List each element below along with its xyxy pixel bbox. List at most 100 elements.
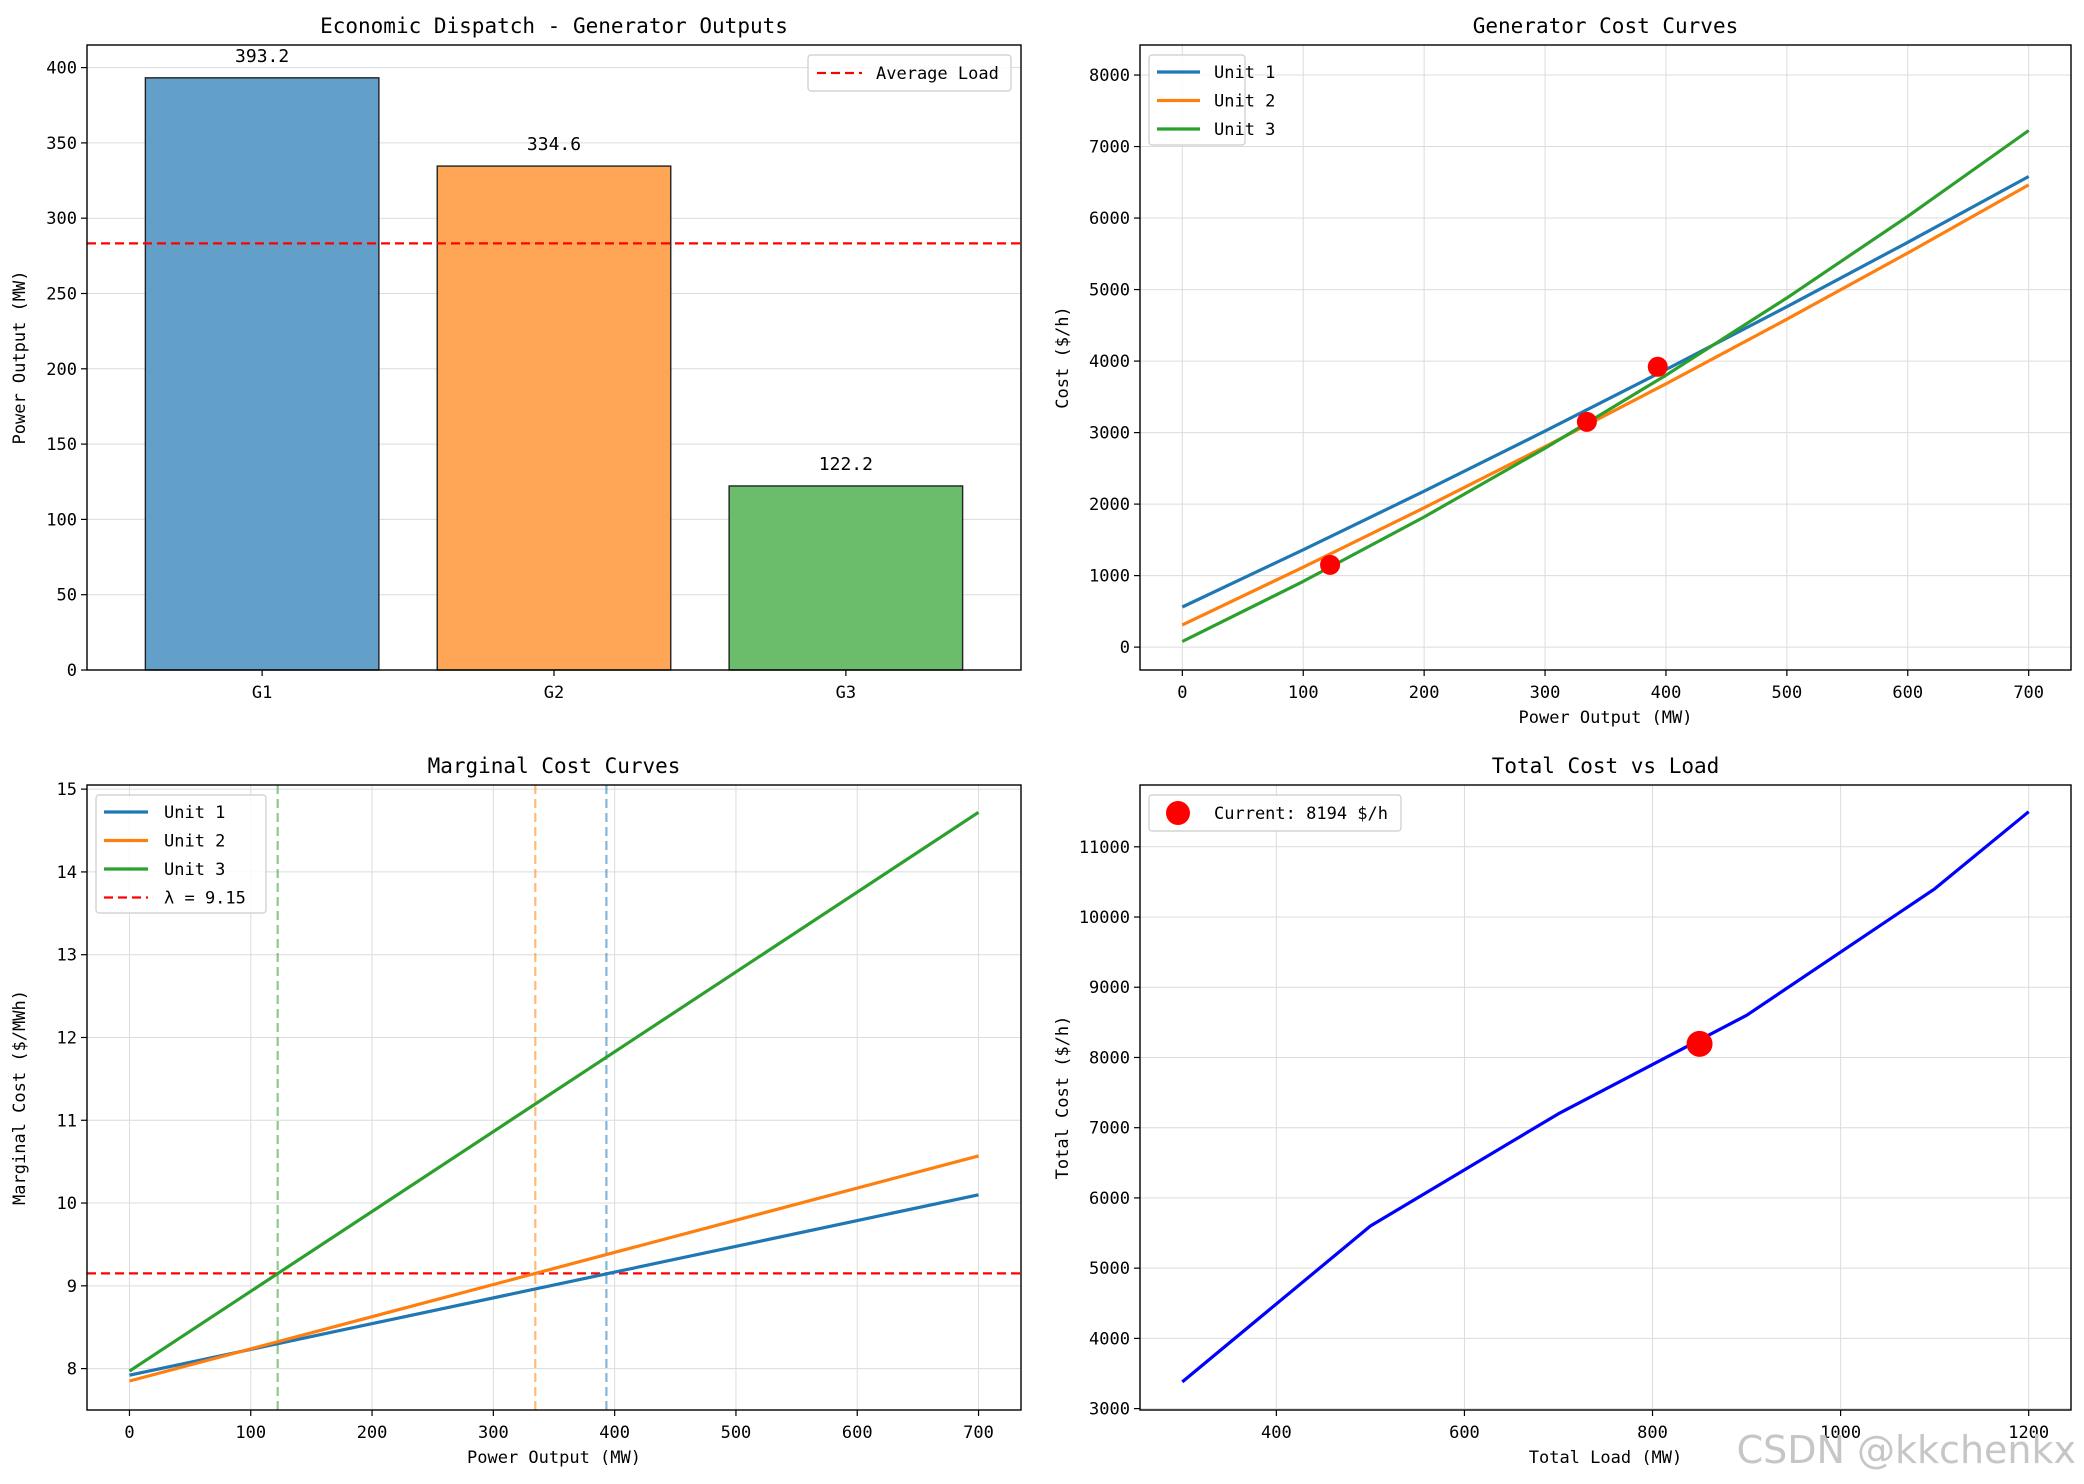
marginal-cost-line <box>128 810 980 1373</box>
total-cost-line <box>1181 810 2030 1384</box>
x-tick-label: 1200 <box>2008 1423 2049 1443</box>
bar-value-label: 393.2 <box>235 46 289 67</box>
y-tick-label: 4000 <box>1089 352 1130 372</box>
y-tick-label: 100 <box>46 510 77 530</box>
chart-title: Generator Cost Curves <box>1473 14 1739 38</box>
legend-label: Unit 3 <box>1214 120 1275 140</box>
y-tick-label: 11 <box>57 1111 77 1131</box>
x-axis-label: Power Output (MW) <box>467 1448 641 1468</box>
y-axis-label: Total Cost ($/h) <box>1053 1016 1073 1180</box>
y-tick-label: 7000 <box>1089 138 1130 158</box>
dispatch-bar-chart: 0 50 100 150 200 250 300 350 400 G1 393.2 G2 334.6 G3… <box>10 14 1022 703</box>
x-tick-label: 200 <box>357 1423 388 1443</box>
operating-point-marker <box>1576 411 1597 432</box>
y-axis-label: Cost ($/h) <box>1053 306 1073 408</box>
x-tick-label: 500 <box>721 1423 752 1443</box>
generator-cost-curves-chart: 0 100 200 300 400 500 600 7000 1000 2000 3000 4000 5… <box>1053 14 2072 728</box>
legend-label-current: Current: 8194 $/h <box>1214 804 1388 824</box>
plot-frame <box>86 784 1022 1411</box>
legend-label: Unit 1 <box>1214 63 1275 83</box>
y-tick-label: 8000 <box>1089 66 1130 86</box>
x-tick-label: 600 <box>1449 1423 1480 1443</box>
x-tick-label: G1 <box>252 683 272 703</box>
legend-label: Unit 1 <box>164 803 225 823</box>
x-tick-label: 400 <box>1261 1423 1292 1443</box>
y-tick-label: 300 <box>46 209 77 229</box>
y-tick-label: 15 <box>57 780 77 800</box>
legend-label: Unit 3 <box>164 860 225 880</box>
legend-label: Unit 2 <box>1214 92 1275 112</box>
chart-title: Economic Dispatch - Generator Outputs <box>320 14 788 38</box>
y-tick-label: 400 <box>46 59 77 79</box>
x-tick-label: 400 <box>599 1423 630 1443</box>
y-tick-label: 5000 <box>1089 281 1130 301</box>
total-cost-vs-load-chart: 400 600 800 1000 1200 3000 4000 5000 6000 7000 800… <box>1053 754 2072 1468</box>
y-tick-label: 11000 <box>1079 838 1130 858</box>
x-tick-label: 800 <box>1637 1423 1668 1443</box>
y-tick-label: 14 <box>57 863 77 883</box>
legend-label-average-load: Average Load <box>876 64 999 84</box>
y-tick-label: 150 <box>46 435 77 455</box>
x-tick-label: 700 <box>2013 683 2044 703</box>
current-point-marker <box>1686 1030 1713 1057</box>
y-tick-label: 6000 <box>1089 209 1130 229</box>
y-tick-label: 200 <box>46 360 77 380</box>
y-tick-label: 8 <box>67 1360 77 1380</box>
marginal-cost-line <box>129 1154 979 1383</box>
y-tick-label: 9 <box>67 1277 77 1297</box>
y-tick-label: 6000 <box>1089 1189 1130 1209</box>
bar-value-label: 122.2 <box>819 454 873 475</box>
bar <box>144 77 380 671</box>
cost-curve-line <box>1181 175 2030 609</box>
y-tick-label: 7000 <box>1089 1119 1130 1139</box>
x-tick-label: 400 <box>1651 683 1682 703</box>
y-tick-label: 2000 <box>1089 495 1130 515</box>
y-tick-label: 3000 <box>1089 424 1130 444</box>
y-tick-label: 4000 <box>1089 1329 1130 1349</box>
y-tick-label: 9000 <box>1089 978 1130 998</box>
legend-box <box>807 54 1012 92</box>
chart-title: Marginal Cost Curves <box>428 754 681 778</box>
legend-label: λ = 9.15 <box>164 889 246 909</box>
x-tick-label: 100 <box>235 1423 266 1443</box>
x-axis-label: Total Load (MW) <box>1529 1448 1683 1468</box>
plot-frame <box>1139 784 2072 1411</box>
x-tick-label: 100 <box>1288 683 1319 703</box>
x-tick-label: G2 <box>544 683 564 703</box>
legend-label: Unit 2 <box>164 832 225 852</box>
y-axis-label: Power Output (MW) <box>10 271 30 445</box>
y-tick-label: 250 <box>46 284 77 304</box>
legend-box <box>1148 794 1402 832</box>
y-tick-label: 10000 <box>1079 908 1130 928</box>
y-tick-label: 50 <box>57 586 77 606</box>
x-tick-label: 300 <box>1530 683 1561 703</box>
legend-box <box>95 794 267 914</box>
x-tick-label: 500 <box>1772 683 1803 703</box>
y-tick-label: 10 <box>57 1194 77 1214</box>
chart-title: Total Cost vs Load <box>1492 754 1720 778</box>
x-tick-label: 300 <box>478 1423 509 1443</box>
x-tick-label: 200 <box>1409 683 1440 703</box>
y-tick-label: 1000 <box>1089 567 1130 587</box>
bar <box>436 165 672 671</box>
x-tick-label: 600 <box>1892 683 1923 703</box>
y-tick-label: 13 <box>57 946 77 966</box>
operating-point-marker <box>1320 554 1341 575</box>
y-tick-label: 12 <box>57 1028 77 1048</box>
x-tick-label: 1000 <box>1820 1423 1861 1443</box>
cost-curve-line <box>1181 183 2030 627</box>
plot-frame <box>86 44 1022 671</box>
y-tick-label: 8000 <box>1089 1048 1130 1068</box>
x-tick-label: 700 <box>963 1423 994 1443</box>
y-tick-label: 0 <box>1120 638 1130 658</box>
y-tick-label: 0 <box>67 661 77 681</box>
y-tick-label: 5000 <box>1089 1259 1130 1279</box>
plot-frame <box>1139 44 2072 671</box>
x-tick-label: 0 <box>124 1423 134 1443</box>
bar <box>728 485 964 671</box>
marginal-cost-curves-chart: 0 100 200 300 400 500 600 700 8 9 10 11 12 13 14 15 Unit… <box>10 754 1022 1468</box>
x-axis-label: Power Output (MW) <box>1519 708 1693 728</box>
y-tick-label: 350 <box>46 134 77 154</box>
legend-swatch-current <box>1166 801 1190 825</box>
